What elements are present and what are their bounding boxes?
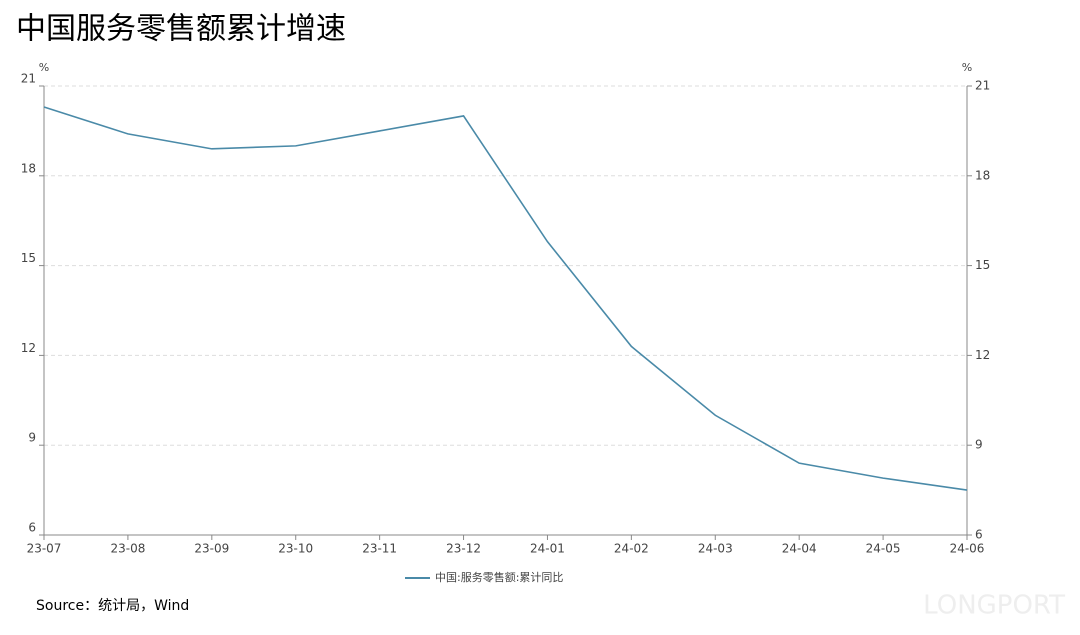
y2-tick-label: 15 bbox=[975, 258, 990, 272]
line-series bbox=[43, 106, 968, 491]
y2-tick-label: 6 bbox=[975, 528, 983, 542]
watermark: LONGPORT bbox=[923, 591, 1065, 621]
x-tick-label: 24-05 bbox=[866, 542, 901, 556]
y2-tick-label: 18 bbox=[975, 168, 990, 182]
y-unit: % bbox=[39, 61, 49, 74]
x-tick-label: 23-12 bbox=[446, 542, 481, 556]
chart-title: 中国服务零售额累计增速 bbox=[16, 12, 346, 47]
y-tick-label: 6 bbox=[28, 521, 36, 535]
x-tick-label: 24-01 bbox=[530, 542, 565, 556]
x-tick-label: 23-10 bbox=[278, 542, 313, 556]
x-tick-label: 23-08 bbox=[110, 542, 145, 556]
y-tick-label: 21 bbox=[21, 72, 36, 86]
x-tick-label: 23-11 bbox=[362, 542, 397, 556]
y2-tick-label: 21 bbox=[975, 79, 990, 93]
x-tick-label: 24-02 bbox=[614, 542, 649, 556]
y-tick-label: 15 bbox=[21, 251, 36, 265]
source: Source：统计局，Wind bbox=[36, 598, 189, 614]
y2-tick-label: 12 bbox=[975, 348, 990, 362]
x-tick-label: 23-07 bbox=[27, 542, 62, 556]
y-tick-label: 12 bbox=[21, 341, 36, 355]
y-tick-label: 18 bbox=[21, 161, 36, 175]
x-tick-label: 24-04 bbox=[782, 542, 817, 556]
x-tick-label: 24-03 bbox=[698, 542, 733, 556]
y2-tick-label: 9 bbox=[975, 438, 983, 452]
legend-label: 中国:服务零售额:累计同比 bbox=[435, 570, 563, 584]
y2-unit: % bbox=[962, 61, 972, 74]
y-tick-label: 9 bbox=[28, 431, 36, 445]
x-tick-label: 24-06 bbox=[950, 542, 985, 556]
x-tick-label: 23-09 bbox=[194, 542, 229, 556]
